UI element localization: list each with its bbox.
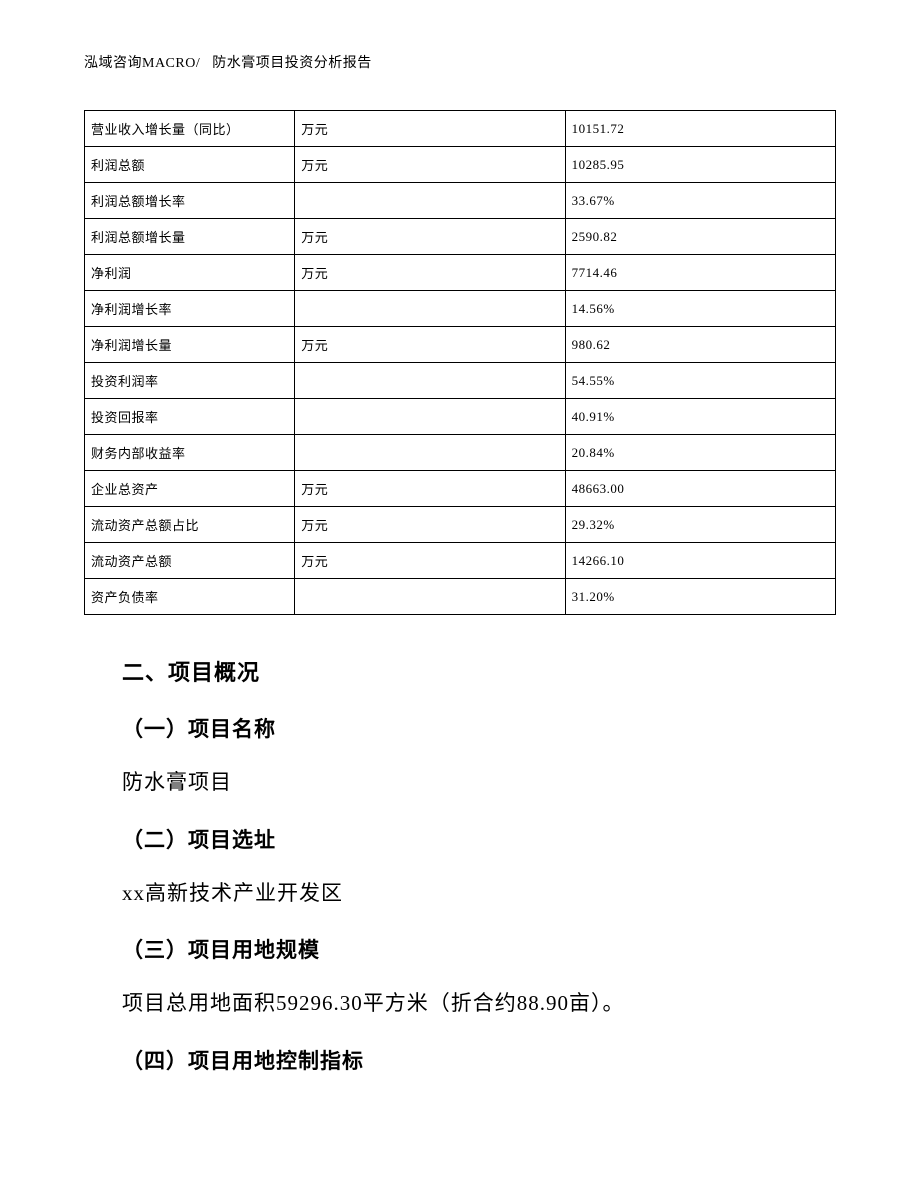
cell-label: 利润总额增长量 [85,219,295,255]
table-row: 投资回报率 40.91% [85,399,836,435]
subsection-heading: （三）项目用地规模 [122,934,798,964]
cell-value: 40.91% [565,399,835,435]
financial-table-body: 营业收入增长量（同比） 万元 10151.72 利润总额 万元 10285.95… [85,111,836,615]
cell-value: 54.55% [565,363,835,399]
cell-unit [295,291,565,327]
cell-value: 10151.72 [565,111,835,147]
cell-label: 利润总额增长率 [85,183,295,219]
table-row: 利润总额增长率 33.67% [85,183,836,219]
table-row: 营业收入增长量（同比） 万元 10151.72 [85,111,836,147]
cell-unit: 万元 [295,219,565,255]
page-header: 泓域咨询MACRO/ 防水膏项目投资分析报告 [84,52,836,72]
cell-unit [295,363,565,399]
table-row: 利润总额 万元 10285.95 [85,147,836,183]
table-row: 净利润 万元 7714.46 [85,255,836,291]
cell-unit: 万元 [295,147,565,183]
cell-label: 资产负债率 [85,579,295,615]
cell-label: 投资回报率 [85,399,295,435]
body-section: 二、项目概况 （一）项目名称 防水膏项目 （二）项目选址 xx高新技术产业开发区… [84,655,836,1075]
cell-value: 33.67% [565,183,835,219]
table-row: 资产负债率 31.20% [85,579,836,615]
cell-unit: 万元 [295,255,565,291]
subsection-heading: （二）项目选址 [122,824,798,854]
cell-value: 14266.10 [565,543,835,579]
table-row: 净利润增长量 万元 980.62 [85,327,836,363]
cell-unit [295,183,565,219]
financial-table: 营业收入增长量（同比） 万元 10151.72 利润总额 万元 10285.95… [84,110,836,615]
subsection-heading: （四）项目用地控制指标 [122,1045,798,1075]
cell-value: 29.32% [565,507,835,543]
cell-label: 利润总额 [85,147,295,183]
table-row: 流动资产总额占比 万元 29.32% [85,507,836,543]
table-row: 投资利润率 54.55% [85,363,836,399]
cell-value: 2590.82 [565,219,835,255]
cell-label: 投资利润率 [85,363,295,399]
cell-value: 48663.00 [565,471,835,507]
cell-unit [295,435,565,471]
table-row: 流动资产总额 万元 14266.10 [85,543,836,579]
subsection-body: 项目总用地面积59296.30平方米（折合约88.90亩）。 [122,986,798,1021]
cell-label: 净利润增长量 [85,327,295,363]
cell-value: 7714.46 [565,255,835,291]
table-row: 净利润增长率 14.56% [85,291,836,327]
table-row: 企业总资产 万元 48663.00 [85,471,836,507]
table-row: 财务内部收益率 20.84% [85,435,836,471]
section-title: 二、项目概况 [122,655,798,687]
page-header-right: 防水膏项目投资分析报告 [212,56,372,71]
subsection-body: 防水膏项目 [122,765,798,800]
cell-value: 31.20% [565,579,835,615]
cell-label: 净利润 [85,255,295,291]
cell-unit: 万元 [295,507,565,543]
cell-label: 流动资产总额 [85,543,295,579]
cell-unit: 万元 [295,327,565,363]
cell-value: 980.62 [565,327,835,363]
cell-unit [295,399,565,435]
cell-unit: 万元 [295,111,565,147]
cell-unit: 万元 [295,471,565,507]
table-row: 利润总额增长量 万元 2590.82 [85,219,836,255]
cell-label: 财务内部收益率 [85,435,295,471]
subsection-heading: （一）项目名称 [122,713,798,743]
cell-unit: 万元 [295,543,565,579]
subsection-body: xx高新技术产业开发区 [122,876,798,911]
cell-value: 20.84% [565,435,835,471]
cell-label: 流动资产总额占比 [85,507,295,543]
cell-label: 营业收入增长量（同比） [85,111,295,147]
cell-value: 14.56% [565,291,835,327]
cell-value: 10285.95 [565,147,835,183]
cell-label: 净利润增长率 [85,291,295,327]
cell-unit [295,579,565,615]
page-header-left: 泓域咨询MACRO/ [84,56,200,71]
page: 泓域咨询MACRO/ 防水膏项目投资分析报告 营业收入增长量（同比） 万元 10… [0,0,920,1157]
cell-label: 企业总资产 [85,471,295,507]
